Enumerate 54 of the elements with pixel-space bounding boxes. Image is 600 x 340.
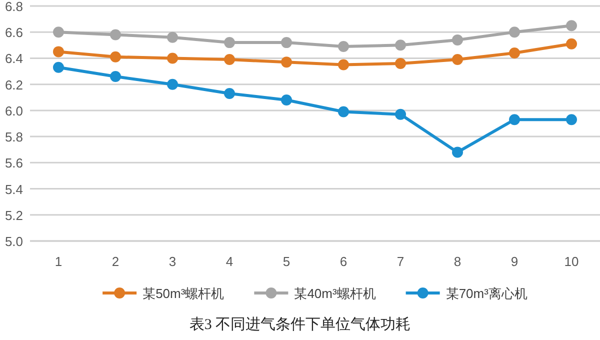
point bbox=[338, 40, 349, 52]
point bbox=[281, 94, 292, 106]
legend-label: 某40m³螺杆机 bbox=[294, 286, 376, 301]
point bbox=[281, 56, 292, 68]
point bbox=[395, 108, 406, 120]
y-tick-label: 6.4 bbox=[4, 51, 24, 66]
point bbox=[167, 78, 178, 90]
x-tick-label: 3 bbox=[168, 254, 176, 269]
point bbox=[110, 29, 121, 40]
point bbox=[509, 114, 520, 126]
point bbox=[338, 106, 349, 118]
point bbox=[167, 52, 178, 64]
point bbox=[224, 37, 235, 48]
point bbox=[566, 20, 577, 32]
point bbox=[281, 37, 292, 48]
point bbox=[566, 38, 577, 50]
text: 表3 不同进气条件下单位气体功耗 bbox=[189, 316, 411, 333]
point bbox=[509, 26, 520, 38]
x-tick-label: 6 bbox=[340, 254, 348, 269]
point bbox=[110, 71, 121, 82]
legend-label: 某70m³离心机 bbox=[446, 286, 528, 301]
point bbox=[224, 54, 235, 66]
point bbox=[566, 114, 577, 126]
point bbox=[53, 62, 64, 73]
x-tick-label: 7 bbox=[396, 254, 404, 269]
x-tick-label: 1 bbox=[54, 254, 62, 269]
y-tick-label: 5.6 bbox=[4, 156, 24, 171]
y-tick-label: 6.0 bbox=[4, 103, 24, 118]
point bbox=[110, 51, 121, 62]
y-tick-label: 5.8 bbox=[4, 130, 24, 145]
point bbox=[452, 146, 463, 158]
x-tick-label: 2 bbox=[112, 254, 120, 269]
y-tick-label: 6.2 bbox=[4, 77, 24, 92]
point bbox=[338, 59, 349, 70]
y-tick-label: 5.2 bbox=[4, 208, 24, 223]
point bbox=[395, 58, 406, 69]
y-tick-label: 5.0 bbox=[4, 234, 24, 249]
x-tick-label: 9 bbox=[510, 254, 518, 269]
point bbox=[53, 26, 64, 38]
x-tick-label: 8 bbox=[454, 254, 462, 269]
point bbox=[224, 88, 235, 99]
y-tick-label: 6.8 bbox=[4, 0, 24, 14]
x-tick-label: 10 bbox=[564, 254, 579, 269]
point bbox=[167, 32, 178, 43]
y-tick-label: 6.6 bbox=[4, 25, 24, 40]
point bbox=[395, 40, 406, 51]
x-tick-label: 5 bbox=[282, 254, 290, 269]
point bbox=[452, 54, 463, 66]
y-tick-label: 5.4 bbox=[4, 182, 24, 197]
point bbox=[53, 46, 64, 58]
legend-label: 某50m³螺杆机 bbox=[142, 286, 224, 301]
x-tick-label: 4 bbox=[226, 254, 234, 269]
point bbox=[452, 34, 463, 46]
point bbox=[509, 48, 520, 58]
